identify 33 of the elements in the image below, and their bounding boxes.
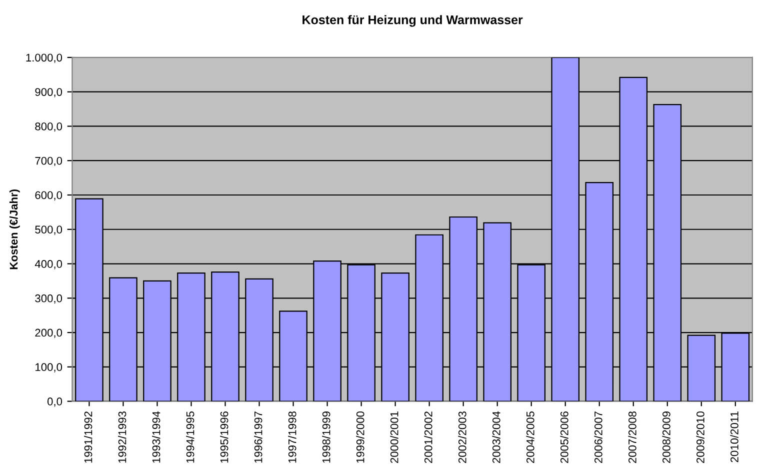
x-tick-label: 1991/1992 (84, 412, 92, 463)
y-tick-label: 1.000,0 (26, 54, 62, 63)
x-tick-label: 2004/2005 (526, 411, 534, 463)
y-tick-label: 800,0 (35, 122, 62, 132)
x-tick-label: 2001/2002 (424, 412, 432, 463)
x-tick-label: 2007/2008 (628, 411, 636, 463)
x-tick-label: 2002/2003 (458, 411, 466, 463)
x-tick-label: 1999/2000 (356, 411, 364, 463)
y-tick-label: 700,0 (35, 156, 62, 166)
x-tick-label: 1994/1995 (186, 411, 194, 463)
x-tick-label: 2010/2011 (730, 412, 738, 462)
x-tick-label: 1997/1998 (288, 411, 296, 463)
x-tick-label: 1998/1999 (322, 412, 330, 463)
y-tick-label: 0,0 (47, 398, 62, 407)
y-axis-title: Kosten (€/Jahr) (9, 189, 20, 270)
y-tick-label: 400,0 (34, 260, 62, 270)
y-tick-label: 300,0 (35, 294, 62, 304)
x-tick-label: 1993/1994 (152, 411, 160, 463)
y-tick-label: 200,0 (35, 328, 62, 338)
y-tick-label: 900,0 (35, 88, 62, 98)
y-tick-label: 500,0 (35, 226, 62, 235)
y-tick-label: 100,0 (36, 363, 62, 372)
x-tick-label: 2006/2007 (594, 412, 602, 463)
x-tick-label: 1996/1997 (254, 412, 262, 463)
y-tick-label: 600,0 (35, 191, 62, 200)
chart-title: Kosten für Heizung und Warmwasser (302, 15, 523, 27)
x-tick-label: 2000/2001 (390, 412, 398, 463)
x-tick-label: 1992/1993 (118, 411, 126, 463)
x-tick-label: 2009/2010 (696, 411, 704, 463)
x-tick-label: 2005/2006 (560, 411, 568, 463)
x-tick-label: 2003/2004 (492, 411, 500, 463)
x-tick-label: 1995/1996 (220, 411, 228, 463)
x-tick-label: 2008/2009 (662, 412, 670, 463)
